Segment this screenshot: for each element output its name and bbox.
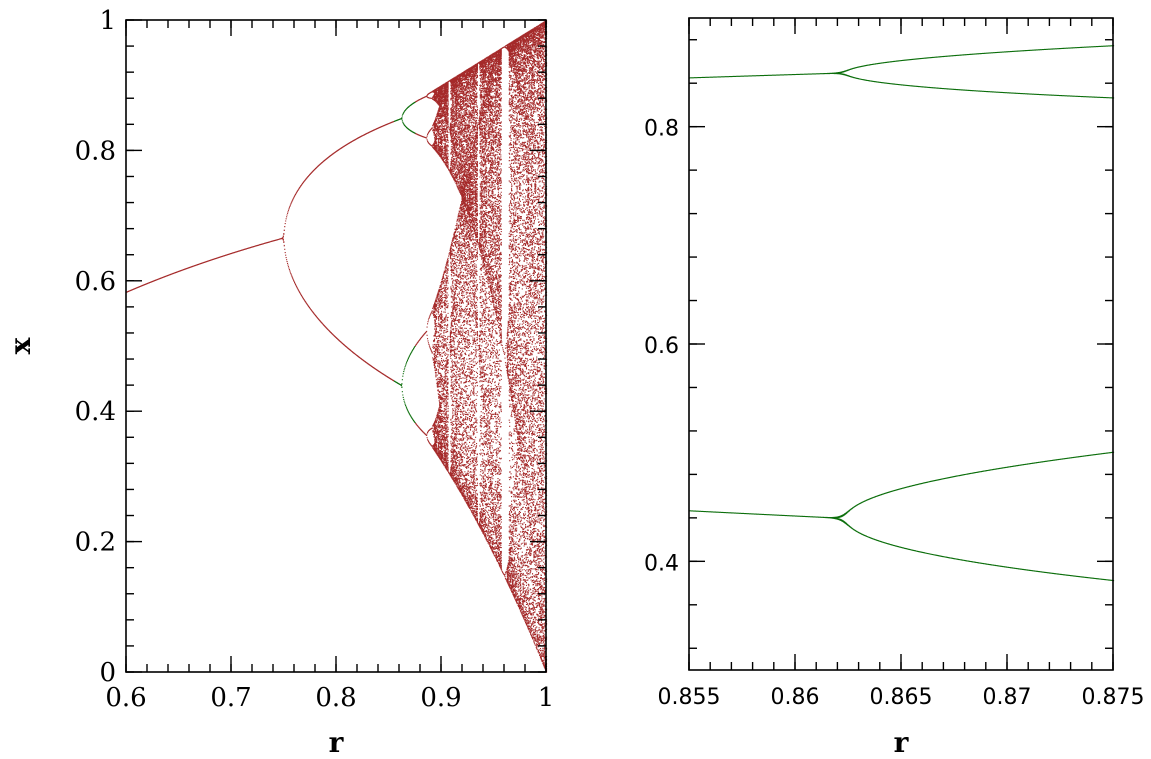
left-panel-bifurcation-diagram: 0.6 0.7 0.8 0.9 1 0 0.2 0.4 0.6 0.8 1 r x [4, 6, 554, 759]
right-x-tick-label: 0.855 [658, 685, 721, 710]
right-panel-points [689, 45, 1115, 582]
right-panel-zoomed-diagram: 0.855 0.86 0.865 0.87 0.875 0.4 0.6 0.8 r [644, 17, 1144, 759]
right-panel-frame [688, 17, 1114, 671]
left-y-tick-label: 0.8 [75, 136, 116, 166]
right-x-tick-label: 0.86 [771, 685, 820, 710]
left-x-tick-label: 0.8 [315, 683, 356, 713]
left-x-tick-label: 0.7 [210, 683, 251, 713]
left-y-tick-label: 0 [99, 658, 116, 688]
left-x-axis-label: r [329, 726, 345, 759]
left-attractor-points-1 [393, 101, 416, 424]
left-panel-points [126, 20, 548, 673]
left-y-tick-label: 0.2 [75, 528, 116, 558]
left-x-tick-label: 0.6 [105, 683, 146, 713]
right-panel-ticks: 0.855 0.86 0.865 0.87 0.875 0.4 0.6 0.8 [644, 18, 1144, 710]
right-y-tick-label: 0.8 [644, 117, 679, 142]
right-attractor-points-0 [689, 45, 1115, 582]
right-x-axis-label: r [894, 726, 910, 759]
right-y-tick-label: 0.6 [644, 334, 679, 359]
left-y-tick-label: 1 [99, 6, 116, 36]
right-y-tick-label: 0.4 [644, 551, 679, 576]
left-attractor-points-0 [126, 20, 548, 673]
left-x-tick-label: 1 [538, 683, 555, 713]
right-x-tick-label: 0.87 [983, 685, 1032, 710]
left-y-tick-label: 0.6 [75, 267, 116, 297]
left-x-tick-label: 0.9 [420, 683, 461, 713]
left-y-axis-label: x [4, 337, 37, 354]
left-panel-ticks: 0.6 0.7 0.8 0.9 1 0 0.2 0.4 0.6 0.8 1 [75, 6, 555, 713]
right-x-tick-label: 0.875 [1082, 685, 1145, 710]
right-x-tick-label: 0.865 [870, 685, 933, 710]
left-y-tick-label: 0.4 [75, 397, 116, 427]
